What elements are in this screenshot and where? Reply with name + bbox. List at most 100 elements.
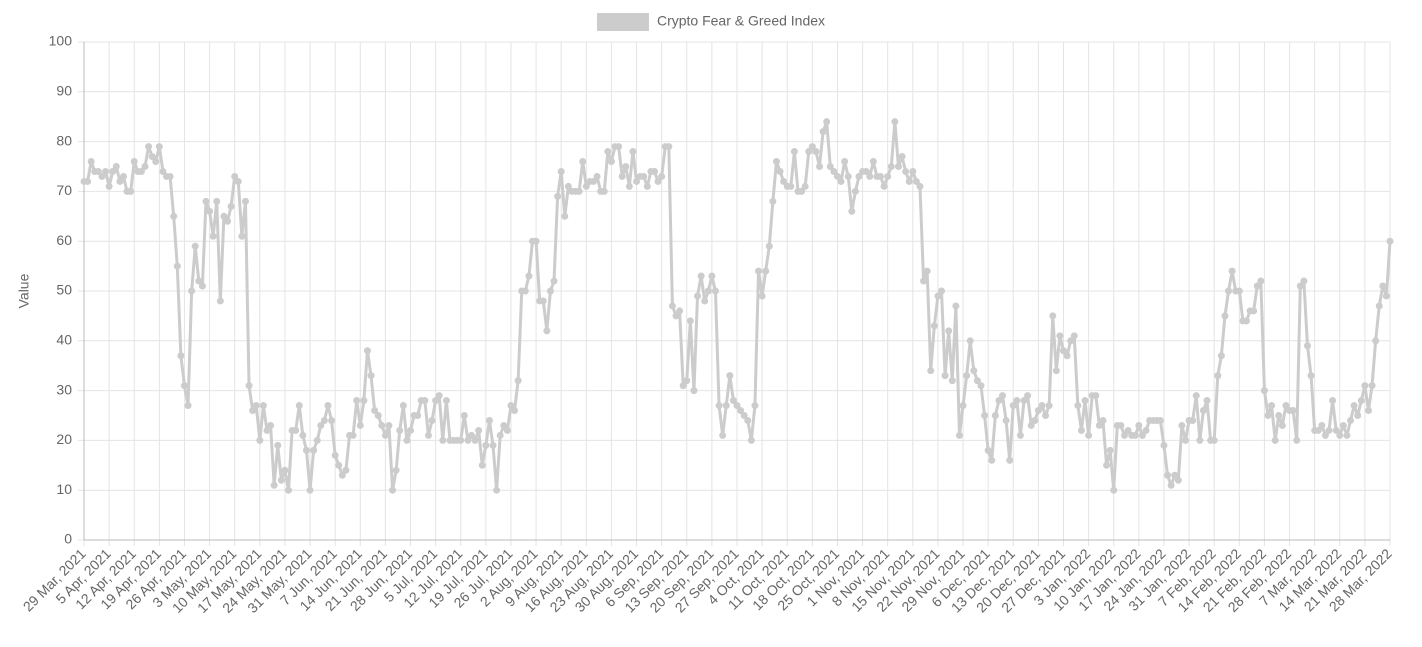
data-point [844, 172, 852, 180]
data-point [1350, 402, 1358, 410]
data-point [313, 436, 321, 444]
data-point [295, 402, 303, 410]
data-point [1271, 436, 1279, 444]
data-point [489, 441, 497, 449]
data-point [927, 367, 935, 375]
data-point [1160, 441, 1168, 449]
data-point [493, 486, 501, 494]
data-point [744, 416, 752, 424]
data-point [916, 182, 924, 190]
data-point [1181, 436, 1189, 444]
data-point [955, 431, 963, 439]
data-point [1171, 471, 1179, 479]
data-point [772, 158, 780, 166]
data-point [1063, 352, 1071, 360]
data-point [963, 372, 971, 380]
data-point [1357, 397, 1365, 405]
data-point [403, 436, 411, 444]
data-point [589, 177, 597, 185]
data-point [1099, 416, 1107, 424]
data-point [1049, 312, 1057, 320]
data-point [1192, 392, 1200, 400]
data-point [1221, 312, 1229, 320]
data-point [1314, 426, 1322, 434]
data-point [1124, 426, 1132, 434]
data-point [622, 163, 630, 170]
data-point [557, 167, 565, 175]
data-point [475, 426, 483, 434]
data-point [184, 402, 192, 410]
data-point [173, 262, 181, 270]
data-point [1085, 431, 1093, 439]
data-point [191, 242, 199, 250]
data-point [776, 167, 784, 175]
data-point [561, 212, 569, 220]
data-point [747, 436, 755, 444]
data-point [887, 163, 895, 170]
data-point [1067, 337, 1075, 345]
data-point [1268, 402, 1276, 410]
data-point [618, 172, 626, 180]
data-point [500, 421, 508, 429]
data-point [912, 177, 920, 185]
data-point [159, 167, 167, 175]
data-point [331, 451, 339, 459]
data-point [546, 287, 554, 295]
data-point [841, 158, 849, 166]
data-point [991, 412, 999, 419]
data-point [600, 187, 608, 195]
y-axis-label: Value [16, 273, 32, 308]
data-point [704, 287, 712, 295]
data-point [1167, 481, 1175, 489]
data-point [360, 397, 368, 405]
data-point [216, 297, 224, 305]
data-point [252, 402, 260, 410]
data-point [884, 172, 892, 180]
data-point [371, 407, 379, 415]
data-point [801, 182, 809, 190]
data-point [615, 143, 623, 151]
data-point [1375, 302, 1383, 310]
data-point [668, 302, 676, 310]
data-point [737, 407, 745, 415]
data-point [1303, 342, 1311, 350]
data-point [1196, 436, 1204, 444]
data-point [1056, 332, 1064, 340]
data-point [1225, 287, 1233, 295]
data-point [862, 167, 870, 175]
y-tick-label: 80 [56, 132, 72, 148]
data-point [869, 158, 877, 166]
data-point [851, 187, 859, 195]
data-point [1106, 446, 1114, 454]
data-point [1092, 392, 1100, 400]
data-point [658, 172, 666, 180]
data-point [1282, 402, 1290, 410]
data-point [686, 317, 694, 325]
data-point [816, 163, 824, 170]
data-point [1364, 407, 1372, 415]
data-point [306, 486, 314, 494]
data-point [539, 297, 547, 305]
data-point [640, 172, 648, 180]
y-tick-label: 30 [56, 381, 72, 397]
data-point [532, 237, 540, 245]
data-point [84, 177, 92, 185]
data-point [1321, 431, 1329, 439]
data-point [1013, 397, 1021, 405]
data-point [137, 167, 145, 175]
data-point [1074, 402, 1082, 410]
data-point [424, 431, 432, 439]
data-point [1189, 416, 1197, 424]
data-point [356, 421, 364, 429]
data-point [973, 377, 981, 385]
data-point [808, 143, 816, 151]
data-point [805, 148, 813, 156]
data-point [780, 177, 788, 185]
data-point [478, 461, 486, 469]
data-point [665, 143, 673, 151]
data-point [521, 287, 529, 295]
legend-swatch [596, 13, 649, 31]
data-point [866, 172, 874, 180]
data-point [227, 202, 235, 210]
data-point [1336, 431, 1344, 439]
